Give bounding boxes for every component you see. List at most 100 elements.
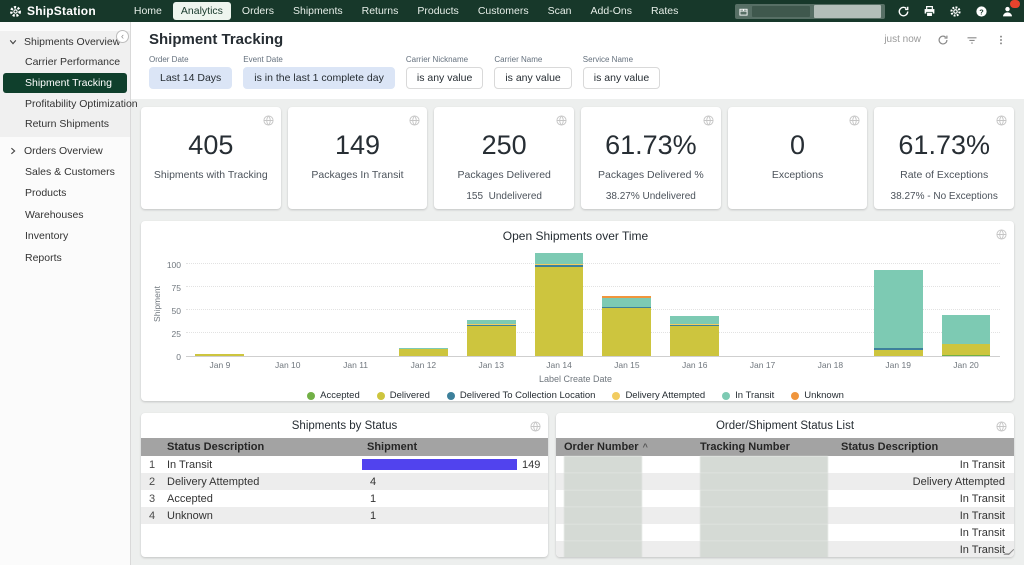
nav-item-rates[interactable]: Rates [643,2,686,20]
bar-segment-in-transit[interactable] [942,315,991,344]
shipment-cell[interactable]: 149 [362,459,548,471]
tile-globe-icon[interactable] [703,113,714,131]
sidebar-item-return-shipments[interactable]: Return Shipments [0,114,130,134]
nav-item-customers[interactable]: Customers [470,2,537,20]
nav-item-analytics[interactable]: Analytics [173,2,231,20]
legend-item-unknown[interactable]: Unknown [791,390,844,401]
shipment-cell[interactable]: 4 [362,476,548,488]
status-description-header[interactable]: Status Description [163,441,362,453]
legend-item-accepted[interactable]: Accepted [307,390,360,401]
filter-value-carrier-name[interactable]: is any value [494,67,571,89]
sidebar-item-carrier-performance[interactable]: Carrier Performance [0,52,130,72]
stacked-bar[interactable] [602,296,651,356]
order-number-cell[interactable] [556,456,698,473]
bar-segment-in-transit[interactable] [602,298,651,307]
sidebar-item-orders-overview[interactable]: Orders Overview [0,140,130,161]
sidebar-item-warehouses[interactable]: Warehouses [0,204,130,226]
filter-value-carrier-nickname[interactable]: is any value [406,67,483,89]
shipment-cell[interactable]: 1 [362,493,548,505]
shipment-header[interactable]: Shipment [362,441,548,453]
tracking-number-cell[interactable] [698,473,836,490]
tile-globe-icon[interactable] [530,419,541,437]
dashboard-kebab-menu-icon[interactable] [994,33,1008,47]
filter-value-order-date[interactable]: Last 14 Days [149,67,232,89]
shipment-cell[interactable]: 1 [362,510,548,522]
legend-item-delivered-to-collection-location[interactable]: Delivered To Collection Location [447,390,596,401]
stacked-bar[interactable] [670,316,719,356]
order-search-input[interactable] [735,4,885,19]
settings-gear-icon[interactable] [948,4,963,19]
bar-segment-in-transit[interactable] [535,253,584,264]
filter-value-event-date[interactable]: is in the last 1 complete day [243,67,395,89]
tracking-number-header[interactable]: Tracking Number [698,438,836,456]
legend-item-delivery-attempted[interactable]: Delivery Attempted [612,390,705,401]
bar-segment-in-transit[interactable] [874,270,923,347]
tile-globe-icon[interactable] [409,113,420,131]
nav-item-scan[interactable]: Scan [540,2,580,20]
bar-segment-delivered[interactable] [195,354,244,356]
nav-item-products[interactable]: Products [409,2,466,20]
nav-item-shipments[interactable]: Shipments [285,2,351,20]
nav-item-add-ons[interactable]: Add-Ons [583,2,640,20]
order-number-cell[interactable] [556,473,698,490]
stacked-bar[interactable] [399,348,448,356]
tracking-number-cell[interactable] [698,524,836,541]
stacked-bar[interactable] [874,270,923,356]
bar-segment-delivered[interactable] [942,344,991,355]
bar-segment-delivered[interactable] [874,350,923,357]
status-description-cell[interactable]: In Transit [836,544,1014,556]
sidebar-item-inventory[interactable]: Inventory [0,226,130,248]
bar-segment-accepted[interactable] [942,355,991,356]
filter-value-service-name[interactable]: is any value [583,67,660,89]
sidebar-item-shipment-tracking[interactable]: Shipment Tracking [3,73,127,93]
status-description-cell[interactable]: Delivery Attempted [836,476,1014,488]
order-number-cell[interactable] [556,490,698,507]
status-description-cell[interactable]: In Transit [836,459,1014,471]
status-cell[interactable]: In Transit [163,459,362,471]
stacked-bar[interactable] [467,320,516,356]
dashboard-filter-icon[interactable] [965,33,979,47]
bar-segment-delivered[interactable] [399,349,448,356]
nav-item-orders[interactable]: Orders [234,2,282,20]
status-cell[interactable]: Delivery Attempted [163,476,362,488]
legend-item-in-transit[interactable]: In Transit [722,390,774,401]
tracking-number-cell[interactable] [698,456,836,473]
sidebar-item-sales-customers[interactable]: Sales & Customers [0,161,130,183]
order-number-cell[interactable] [556,541,698,557]
stacked-bar[interactable] [535,253,584,356]
status-description-header[interactable]: Status Description [836,441,1014,453]
legend-item-delivered[interactable]: Delivered [377,390,430,401]
sidebar-item-products[interactable]: Products [0,183,130,205]
tile-globe-icon[interactable] [849,113,860,131]
status-description-cell[interactable]: In Transit [836,527,1014,539]
refresh-icon[interactable] [896,4,911,19]
tracking-number-cell[interactable] [698,507,836,524]
tile-globe-icon[interactable] [996,113,1007,131]
bar-segment-delivered[interactable] [535,267,584,356]
status-description-cell[interactable]: In Transit [836,493,1014,505]
sidebar-collapse-icon[interactable]: ‹ [116,30,129,43]
status-cell[interactable]: Unknown [163,510,362,522]
stacked-bar[interactable] [942,315,991,356]
bar-segment-in-transit[interactable] [670,316,719,323]
account-icon[interactable] [1000,4,1015,19]
status-cell[interactable]: Accepted [163,493,362,505]
dashboard-refresh-icon[interactable] [936,33,950,47]
print-icon[interactable] [922,4,937,19]
sidebar-item-shipments-overview[interactable]: Shipments Overview [0,31,130,52]
order-number-header[interactable]: Order Number^ [556,438,698,456]
tracking-number-cell[interactable] [698,541,836,557]
bar-segment-delivered[interactable] [602,308,651,356]
help-icon[interactable]: ? [974,4,989,19]
nav-item-returns[interactable]: Returns [354,2,407,20]
bar-segment-delivered[interactable] [670,326,719,356]
bar-segment-delivered[interactable] [467,326,516,356]
nav-item-home[interactable]: Home [126,2,170,20]
tile-globe-icon[interactable] [996,419,1007,437]
tile-globe-icon[interactable] [263,113,274,131]
tile-globe-icon[interactable] [556,113,567,131]
sidebar-item-profitability-optimization[interactable]: Profitability Optimization [0,94,130,114]
tracking-number-cell[interactable] [698,490,836,507]
status-description-cell[interactable]: In Transit [836,510,1014,522]
tile-globe-icon[interactable] [996,227,1007,245]
